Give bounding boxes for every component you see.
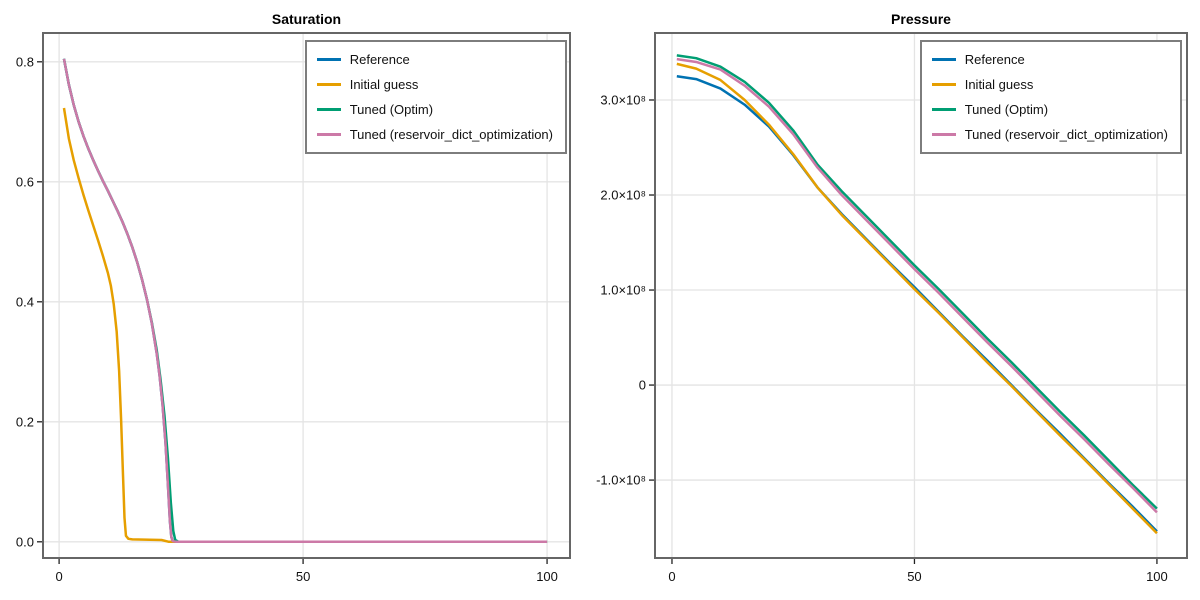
- legend-item: Initial guess: [316, 72, 553, 97]
- x-tick-label: 100: [536, 569, 558, 584]
- legend-line-swatch: [316, 108, 341, 111]
- axis-frame: [42, 32, 571, 559]
- legend-item-label: Reference: [349, 52, 410, 67]
- axis-frame: [654, 32, 1188, 559]
- legend-line-swatch: [316, 133, 341, 136]
- y-tick-label: 0.8: [16, 54, 34, 69]
- y-tick-label: 0.6: [16, 174, 34, 189]
- saturation-panel: Saturation 0 50 100 0.0 0.2 0.4 0.6 0.8 Referen…: [16, 11, 571, 584]
- legend-item-label: Tuned (reservoir_dict_optimization): [349, 127, 553, 142]
- legend-item-label: Tuned (Optim): [349, 102, 434, 117]
- x-tick-label: 50: [907, 569, 921, 584]
- pressure-legend: Reference Initial guess Tuned (Optim) Tuned…: [919, 40, 1182, 154]
- legend-line-swatch: [931, 108, 956, 111]
- x-tick-label: 50: [296, 569, 310, 584]
- legend-line-swatch: [931, 58, 956, 61]
- y-tick-label: 0: [639, 378, 646, 393]
- series-line-tuned_dict: [676, 57, 1158, 514]
- y-tick-label: 3.0×10⁸: [600, 92, 646, 107]
- legend-line-swatch: [931, 133, 956, 136]
- legend-item-label: Tuned (reservoir_dict_optimization): [964, 127, 1168, 142]
- y-tick-label: 0.2: [16, 414, 34, 429]
- saturation-legend: Reference Initial guess Tuned (Optim) Tuned…: [304, 40, 567, 154]
- legend-item: Tuned (reservoir_dict_optimization): [931, 122, 1168, 147]
- y-tick-label: 0.0: [16, 534, 34, 549]
- legend-item: Reference: [931, 47, 1168, 72]
- legend-item: Tuned (Optim): [316, 97, 553, 122]
- saturation-title: Saturation: [271, 11, 342, 27]
- legend-item-label: Reference: [964, 52, 1025, 67]
- legend-line-swatch: [931, 83, 956, 86]
- legend-line-swatch: [316, 83, 341, 86]
- x-tick-label: 100: [1146, 569, 1168, 584]
- series-line-initial_guess: [62, 107, 548, 544]
- y-tick-label: 2.0×10⁸: [600, 188, 646, 203]
- pressure-panel: Pressure 0 50 100 -1.0×10⁸ 0 1.0×10⁸ 2.0×10⁸ 3.…: [596, 0, 1200, 600]
- legend-item-label: Initial guess: [349, 77, 419, 92]
- saturation-plot: 0 50 100 0.0 0.2 0.4 0.6 0.8: [16, 32, 571, 584]
- series-line-initial_guess: [676, 62, 1158, 535]
- legend-item: Initial guess: [931, 72, 1168, 97]
- pressure-title: Pressure: [891, 11, 951, 27]
- legend-item: Tuned (Optim): [931, 97, 1168, 122]
- legend-item-label: Initial guess: [964, 77, 1034, 92]
- y-tick-label: 0.4: [16, 294, 34, 309]
- legend-item: Reference: [316, 47, 553, 72]
- legend-item: Tuned (reservoir_dict_optimization): [316, 122, 553, 147]
- x-tick-label: 0: [55, 569, 62, 584]
- legend-item-label: Tuned (Optim): [964, 102, 1049, 117]
- x-tick-label: 0: [668, 569, 675, 584]
- series-line-tuned_dict: [62, 58, 548, 544]
- y-tick-label: 1.0×10⁸: [600, 283, 646, 298]
- legend-line-swatch: [316, 58, 341, 61]
- series-line-tuned_optim: [676, 54, 1158, 510]
- y-tick-label: -1.0×10⁸: [596, 473, 646, 488]
